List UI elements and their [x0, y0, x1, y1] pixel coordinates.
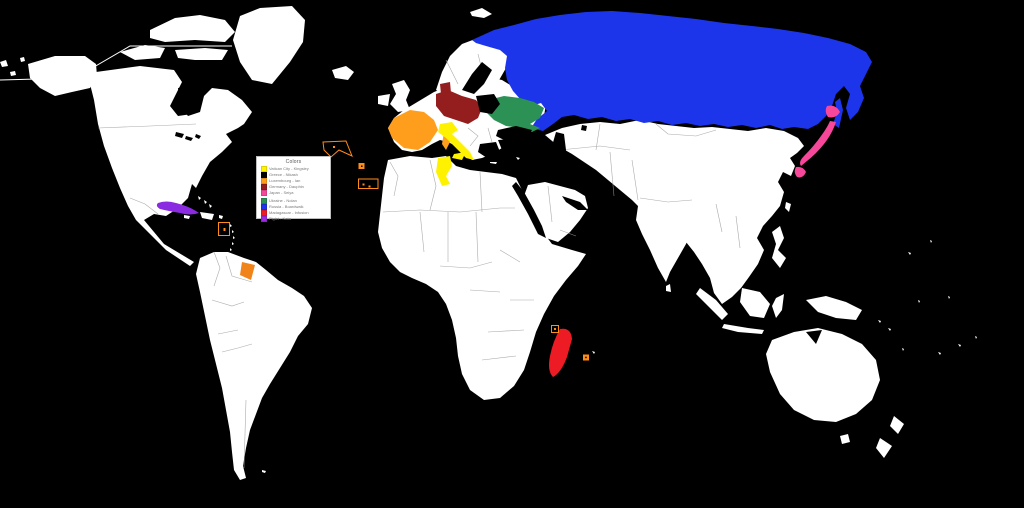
country-germany-bloc [436, 82, 482, 124]
legend-swatch [261, 210, 267, 217]
sea-hudson-bay [178, 86, 204, 116]
legend-swatch [261, 165, 267, 172]
atlantic-arrow-dot [333, 146, 335, 148]
country-ukraine [486, 96, 544, 132]
country-japan [794, 105, 840, 178]
country-italy [438, 122, 474, 160]
country-borders [97, 53, 741, 469]
landmass-se-asia-islands [696, 202, 862, 334]
legend-items: Vatican City - Kingsley Greece - Nikash Lu… [257, 165, 330, 223]
landmass-india [636, 206, 692, 292]
country-madagascar [549, 328, 572, 377]
legend-item: Russia - Boardwalk [261, 204, 330, 211]
legend-item: Piglet - Kata [261, 216, 330, 223]
legend-swatch [261, 204, 267, 211]
sea-red-sea [512, 182, 546, 238]
landmass-south-america [196, 252, 312, 480]
annotation-dot-centers [361, 165, 587, 359]
legend-swatch [261, 198, 267, 205]
legend-swatch [261, 189, 267, 196]
landmass-scandinavia [436, 8, 508, 96]
gulf-carpentaria [806, 330, 822, 344]
country-poland-patch [476, 94, 500, 114]
canary-dot-2 [368, 185, 371, 188]
sea-caspian [552, 125, 587, 168]
legend-item-label: Japan - Seiya [269, 189, 294, 195]
legend-item: Luxembourg - Ian [261, 177, 330, 184]
atlantic-arrow-annotation [322, 140, 353, 158]
country-russia [472, 11, 872, 131]
annotation-dots [223, 146, 556, 330]
landmasses [0, 6, 977, 480]
arctic-inset-lines [0, 45, 232, 81]
legend-item: Greece - Nikash [261, 171, 330, 178]
landmass-british-isles [378, 80, 410, 112]
black-regions [175, 62, 822, 344]
caribbean-annotation-box [218, 222, 230, 236]
canary-dot-1 [362, 183, 365, 186]
landmass-iceland [332, 66, 354, 80]
legend-title: Colors [285, 159, 302, 165]
sea-persian-gulf [562, 196, 588, 210]
landmass-alaska [28, 56, 97, 96]
sea-baltic [462, 62, 492, 94]
legend-swatch [261, 216, 267, 223]
legend-item: Japan - Seiya [261, 189, 330, 196]
country-greece [478, 142, 500, 160]
legend-swatch [261, 171, 267, 178]
great-lakes [175, 132, 201, 141]
landmass-arctic-islands [120, 15, 235, 60]
colored-countries [156, 11, 872, 377]
legend-item-label: Madagascar - Infusion [269, 210, 309, 216]
sea-black-sea [496, 126, 532, 142]
country-cuba [156, 201, 199, 215]
legend-item: Germany - Dauphin [261, 183, 330, 190]
landmass-north-america [90, 66, 252, 266]
legend-item-label: Russia - Boardwalk [269, 204, 304, 210]
legend-item: Vatican City - Kingsley [261, 165, 330, 172]
landmass-australia [766, 328, 904, 458]
legend-item: Madagascar - Infusion [261, 210, 330, 217]
landmass-asia [545, 120, 804, 304]
country-tunisia [436, 156, 452, 186]
legend-swatch [261, 177, 267, 184]
reunion-dot-center [585, 356, 587, 359]
mayotte-annotation-box [551, 325, 559, 333]
landmass-greenland [233, 6, 305, 84]
legend-item-label: Luxembourg - Ian [269, 177, 301, 183]
madeira-dot-center [361, 165, 363, 167]
country-france [388, 110, 438, 150]
country-french-guiana [240, 262, 255, 280]
legend-item-label: Germany - Dauphin [269, 183, 304, 189]
legend-item-label: Piglet - Kata [269, 216, 291, 222]
legend-item: Ukraine - Nolan [261, 198, 330, 205]
caribbean-dot [223, 228, 226, 231]
mayotte-dot [554, 328, 556, 330]
legend-item-label: Greece - Nikash [269, 171, 298, 177]
legend-swatch [261, 183, 267, 190]
canary-annotation-box [358, 178, 379, 189]
legend-item-label: Ukraine - Nolan [269, 198, 297, 204]
legend: Colors Vatican City - Kingsley Greece - N… [256, 156, 331, 223]
legend-item-label: Vatican City - Kingsley [269, 165, 309, 171]
